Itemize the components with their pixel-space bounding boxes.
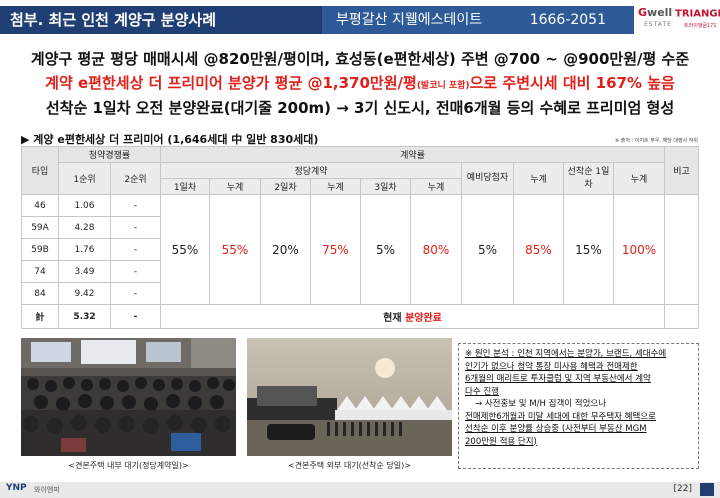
cell-status: 현재 분양완료	[159, 304, 666, 329]
cell-cum2: 75%	[310, 194, 361, 305]
table-row: 84 9.42 -	[21, 282, 699, 305]
table-row: 74 3.49 -	[21, 260, 699, 283]
note-line: 6개월의 매리트로 투자클럽 및 지역 부동산에서 계약	[465, 374, 651, 384]
cell-day2: 20%	[260, 194, 311, 305]
cell-type: 59B	[21, 238, 59, 261]
th-rank1: 1순위	[58, 162, 111, 195]
ynp-logo-sub: 와이엔피	[34, 486, 60, 494]
cell-total-remarks	[664, 304, 700, 329]
cell-type: 84	[21, 282, 59, 305]
cell-cum1: 55%	[209, 194, 261, 305]
cell-reserve: 5%	[461, 194, 514, 305]
summary-line-3: 선착순 1일차 오전 분양완료(대기줄 200m) → 3기 신도시, 전매6개…	[45, 99, 675, 117]
total-row: 計 5.32 - 현재 분양완료	[21, 304, 700, 329]
cell-type: 46	[21, 194, 59, 217]
th-rank2: 2순위	[110, 162, 161, 195]
cell-rank1: 4.28	[58, 216, 111, 239]
th-contract-rate: 계약률	[159, 146, 666, 163]
cell-total-label: 計	[21, 304, 59, 329]
summary-line-1: 계양구 평균 평당 매매시세 @820만원/평이며, 효성동(e편한세상) 주변…	[30, 50, 690, 68]
th-type: 타입	[21, 146, 59, 195]
note-line: → 사전홍보 및 M/H 집객이 적었으나	[475, 399, 607, 409]
project-banner: 부평갈산 지웰에스테이트 1666-2051	[322, 6, 634, 34]
page-title: 첨부. 최근 인천 계양구 분양사례	[0, 6, 322, 34]
cell-rank2: -	[110, 216, 161, 239]
th-first-come: 선착순 1일차	[563, 162, 614, 195]
photo-outdoor-queue	[247, 338, 452, 456]
photo2-caption: <견본주택 외부 대기(선착순 당일)>	[288, 461, 411, 470]
th-cum-1: 누계	[209, 178, 261, 195]
gwell-logo-sub: ESTATE	[644, 21, 672, 28]
th-reserve: 예비당첨자	[461, 162, 514, 195]
cell-rank2: -	[110, 194, 161, 217]
note-line: 인기가 없으나 청약 통장 미사용 혜택과 전매제한	[465, 361, 638, 372]
cell-cum3: 80%	[410, 194, 462, 305]
table-row: 46 1.06 - 55% 55% 20% 75% 5% 80% 5% 85% …	[21, 194, 700, 305]
project-name: 부평갈산 지웰에스테이트	[336, 12, 483, 28]
photo1-caption: <견본주택 내부 대기(정당계약일)>	[68, 461, 189, 470]
cell-type: 59A	[21, 216, 59, 239]
brand-logos: Gwell ESTATE TRIANGLE171 트라이앵글171	[638, 4, 720, 38]
note-line: 200만원 적용 단지)	[465, 436, 537, 447]
cell-total-rank1: 5.32	[58, 304, 111, 329]
note-line: 다수 진행	[465, 386, 499, 397]
th-competition: 청약경쟁률	[58, 146, 161, 163]
footer-bar: YNP 와이엔피 [22]	[0, 482, 720, 498]
phone-number: 1666-2051	[529, 12, 606, 28]
cell-cum5: 100%	[612, 194, 666, 305]
cell-day1: 55%	[160, 194, 210, 305]
th-cum-4: 누계	[513, 162, 564, 195]
table-row: 59A 4.28 -	[21, 216, 699, 239]
cell-first: 15%	[563, 194, 614, 305]
triangle-logo-sub: 트라이앵글171	[684, 23, 717, 29]
cell-rank1: 3.49	[58, 260, 111, 283]
th-cum-5: 누계	[612, 162, 666, 195]
cell-rank2: -	[110, 282, 161, 305]
summary-line-2: 계약 e편한세상 더 프리미어 분양가 평균 @1,370만원/평(발코니 포함…	[45, 74, 675, 92]
th-cum-2: 누계	[310, 178, 361, 195]
th-day1: 1일차	[160, 178, 210, 195]
cell-cum4: 85%	[513, 194, 564, 305]
note-line: 전매제한6개월과 미달 세대에 대한 무주택자 혜택으로	[465, 411, 656, 422]
page-number: [22]	[673, 484, 692, 494]
cell-rank2: -	[110, 238, 161, 261]
cell-type: 74	[21, 260, 59, 283]
cell-rank1: 1.06	[58, 194, 111, 217]
ynp-logo: YNP	[6, 483, 27, 493]
th-regular-contract: 정당계약	[160, 162, 462, 179]
th-cum-3: 누계	[410, 178, 462, 195]
th-day3: 3일차	[360, 178, 411, 195]
triangle-logo: TRIANGLE171	[675, 8, 720, 20]
analysis-note: ※ 원인 분석 : 인천 지역에서는 분양가, 브랜드, 세대수에 인기가 없으…	[458, 343, 699, 469]
cell-rank1: 1.76	[58, 238, 111, 261]
photo-indoor-waiting	[21, 338, 236, 456]
cell-remarks	[664, 194, 700, 305]
gwell-logo: Gwell	[638, 6, 673, 19]
sales-table: 타입 청약경쟁률 계약률 비고 1순위 2순위 정당계약 예비당첨자 누계 선착…	[21, 146, 700, 329]
header-bar: 첨부. 최근 인천 계양구 분양사례 부평갈산 지웰에스테이트 1666-205…	[0, 0, 720, 42]
building-icon	[700, 483, 714, 496]
table-title: ▶ 계양 e편한세상 더 프리미어 (1,646세대 中 일반 830세대)	[21, 133, 319, 146]
th-remarks: 비고	[664, 146, 700, 195]
note-line: 선착순 이후 분양률 상승중 (사전부터 부동산 MGM	[465, 424, 647, 434]
cell-rank1: 9.42	[58, 282, 111, 305]
note-line: ※ 원인 분석 : 인천 지역에서는 분양가, 브랜드, 세대수에	[465, 349, 667, 359]
source-note: ※ 출처 : 이지트 푸우, 해당 대행사 작위	[615, 138, 698, 144]
cell-total-rank2: -	[110, 304, 161, 329]
cell-day3: 5%	[360, 194, 411, 305]
cell-rank2: -	[110, 260, 161, 283]
th-day2: 2일차	[260, 178, 311, 195]
